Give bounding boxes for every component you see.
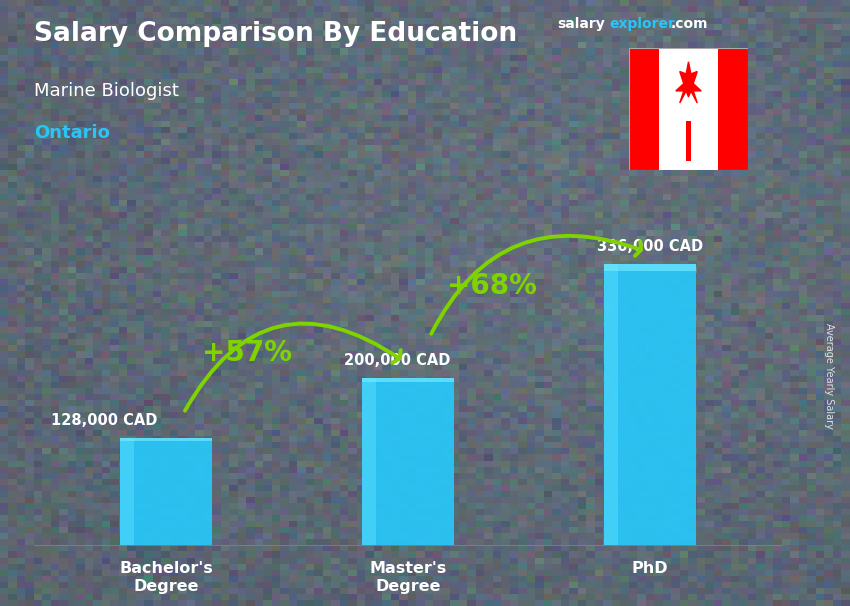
Bar bbox=[604, 264, 618, 545]
Text: Ontario: Ontario bbox=[34, 124, 110, 142]
Bar bbox=[362, 378, 454, 545]
Bar bbox=[120, 438, 212, 545]
Bar bbox=[120, 438, 212, 441]
Polygon shape bbox=[676, 62, 701, 103]
Text: explorer: explorer bbox=[609, 17, 675, 31]
Bar bbox=[120, 438, 133, 545]
Bar bbox=[629, 48, 659, 170]
Text: Marine Biologist: Marine Biologist bbox=[34, 82, 178, 100]
Bar bbox=[686, 121, 691, 161]
Text: 336,000 CAD: 336,000 CAD bbox=[597, 239, 703, 254]
Text: 200,000 CAD: 200,000 CAD bbox=[343, 353, 450, 368]
Text: Salary Comparison By Education: Salary Comparison By Education bbox=[34, 21, 517, 47]
Text: +57%: +57% bbox=[202, 339, 292, 367]
Text: +68%: +68% bbox=[446, 272, 536, 300]
Text: salary: salary bbox=[557, 17, 604, 31]
Text: .com: .com bbox=[671, 17, 708, 31]
Bar bbox=[659, 48, 718, 170]
Bar bbox=[362, 378, 454, 382]
FancyArrowPatch shape bbox=[185, 324, 400, 411]
Bar bbox=[604, 264, 696, 271]
Bar bbox=[362, 378, 376, 545]
Bar bbox=[604, 264, 696, 545]
Bar bbox=[718, 48, 748, 170]
Text: Average Yearly Salary: Average Yearly Salary bbox=[824, 323, 834, 428]
Text: 128,000 CAD: 128,000 CAD bbox=[51, 413, 157, 428]
FancyArrowPatch shape bbox=[431, 236, 641, 334]
